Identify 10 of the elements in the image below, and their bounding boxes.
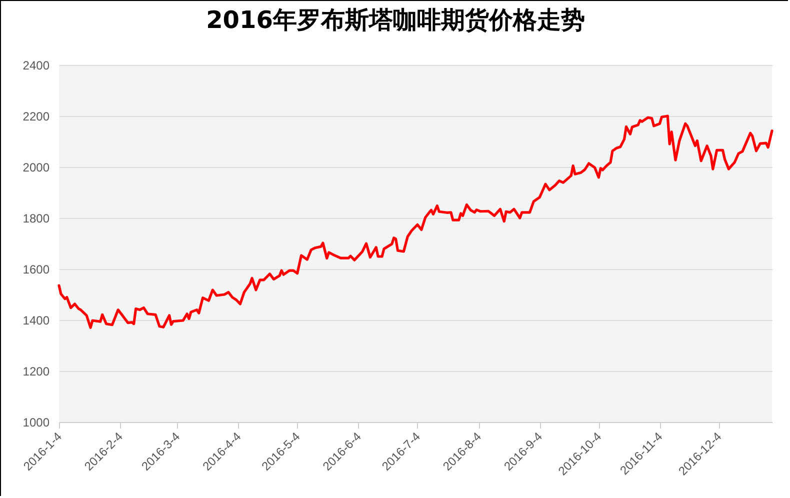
y-tick-label: 1800 — [22, 212, 50, 226]
chart-title: 2016年罗布斯塔咖啡期货价格走势 — [206, 6, 585, 34]
y-tick-label: 1000 — [22, 416, 50, 430]
y-tick-label: 1600 — [22, 262, 50, 276]
y-tick-label: 2000 — [22, 160, 50, 174]
y-tick-label: 1200 — [22, 364, 50, 378]
y-tick-label: 2400 — [22, 58, 50, 72]
y-tick-label: 1400 — [22, 314, 50, 328]
line-series — [58, 114, 774, 329]
y-tick-label: 2200 — [22, 110, 50, 124]
